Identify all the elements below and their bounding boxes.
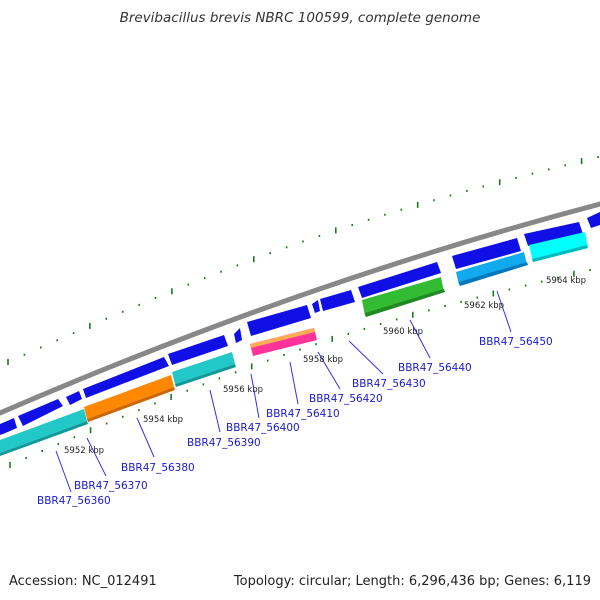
outer-tick-track: [7, 156, 599, 365]
feature-block: [250, 328, 315, 348]
gene-arrow[interactable]: [18, 399, 63, 426]
gene-arrow[interactable]: [320, 290, 355, 311]
leader-line: [496, 290, 512, 333]
leader-line: [250, 373, 260, 419]
gene-label[interactable]: BBR47_56410: [266, 408, 340, 420]
forward-strand-genes: [0, 212, 600, 435]
leader-line: [289, 361, 299, 405]
gene-label[interactable]: BBR47_56360: [37, 495, 111, 507]
feature-block[interactable]: [0, 409, 87, 453]
map-title: Brevibacillus brevis NBRC 100599, comple…: [120, 10, 481, 26]
feature-block: [0, 421, 88, 456]
feature-block[interactable]: [84, 375, 174, 419]
gene-label[interactable]: BBR47_56420: [309, 393, 383, 405]
feature-block: [365, 289, 445, 317]
leader-line: [86, 437, 107, 477]
scale-label: 5952 kbp: [64, 446, 104, 456]
gene-arrow[interactable]: [0, 418, 17, 435]
gene-label[interactable]: BBR47_56370: [74, 480, 148, 492]
gene-arrow[interactable]: [66, 391, 82, 405]
feature-block: [175, 364, 236, 387]
gene-arrow[interactable]: [247, 305, 311, 336]
feature-block[interactable]: [172, 352, 235, 384]
scale-label: 5956 kbp: [223, 385, 263, 395]
gene-label[interactable]: BBR47_56440: [398, 362, 472, 374]
gene-arrow[interactable]: [358, 262, 441, 298]
leader-line: [348, 340, 384, 375]
gene-label[interactable]: BBR47_56450: [479, 336, 553, 348]
gene-arrow[interactable]: [524, 222, 583, 246]
leader-line: [136, 417, 155, 458]
gene-arrow[interactable]: [168, 335, 228, 365]
leader-line: [317, 351, 341, 390]
scale-label: 5954 kbp: [143, 415, 183, 425]
gene-arrow[interactable]: [234, 328, 242, 343]
gene-label[interactable]: BBR47_56380: [121, 462, 195, 474]
genome-backbone: [0, 201, 600, 416]
inner-tick-track: [9, 269, 591, 468]
gene-labels: BBR47_56360 BBR47_56370 BBR47_56380 BBR4…: [37, 336, 553, 507]
accession-text: Accession: NC_012491: [9, 574, 157, 589]
gene-arrow[interactable]: [312, 300, 320, 313]
feature-block: [532, 245, 588, 262]
genome-summary-text: Topology: circular; Length: 6,296,436 bp…: [233, 574, 591, 589]
gene-label[interactable]: BBR47_56430: [352, 378, 426, 390]
gene-arrow[interactable]: [83, 357, 169, 398]
feature-track: [0, 232, 588, 456]
feature-block: [459, 262, 528, 286]
feature-block: [87, 387, 175, 422]
scale-label: 5962 kbp: [464, 301, 504, 311]
scale-label: 5964 kbp: [546, 276, 586, 286]
feature-block[interactable]: [456, 252, 527, 285]
gene-label-leaders: [55, 290, 512, 493]
leader-line: [209, 389, 221, 433]
gene-arrow[interactable]: [587, 212, 600, 228]
leader-line: [409, 319, 431, 359]
leader-line: [55, 450, 72, 493]
feature-block[interactable]: [362, 277, 444, 316]
gene-label[interactable]: BBR47_56390: [187, 437, 261, 449]
feature-block[interactable]: [529, 232, 588, 262]
gene-label[interactable]: BBR47_56400: [226, 422, 300, 434]
scale-label: 5960 kbp: [383, 327, 423, 337]
gene-arrow[interactable]: [452, 238, 521, 269]
